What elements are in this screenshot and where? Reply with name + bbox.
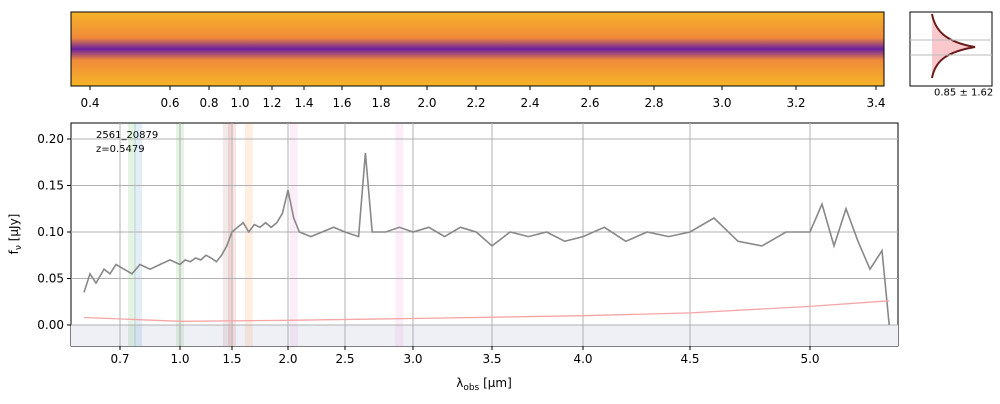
y-tick-label: 0.10 xyxy=(37,225,64,239)
x-tick-label: 2.5 xyxy=(335,352,354,366)
x-tick-label: 1.0 xyxy=(170,352,189,366)
y-tick-label: 0.15 xyxy=(37,178,64,192)
label-part: [μJy] xyxy=(7,214,21,245)
spectrum-line xyxy=(83,300,890,322)
label-part: f xyxy=(7,249,21,254)
x-tick-label: 2.0 xyxy=(278,352,297,366)
x-tick-label: 4.0 xyxy=(573,352,592,366)
top-tick-label: 1.4 xyxy=(294,96,313,110)
line-marker-band xyxy=(134,123,142,346)
y-axis-label: fν [μJy] xyxy=(7,214,24,255)
y-tick-label: 0.00 xyxy=(37,318,64,332)
spectrum-line xyxy=(83,152,890,326)
x-tick-label: 4.5 xyxy=(680,352,699,366)
label-part: ν xyxy=(14,245,24,250)
y-tick-label: 0.20 xyxy=(37,132,64,146)
top-tick-label: 2.6 xyxy=(580,96,599,110)
top-tick-label: 2.2 xyxy=(466,96,485,110)
top-tick-label: 0.8 xyxy=(199,96,218,110)
x-tick-label: 5.0 xyxy=(800,352,819,366)
plot-area xyxy=(70,122,899,347)
top-tick-label: 1.8 xyxy=(371,96,390,110)
x-tick-label: 0.7 xyxy=(110,352,129,366)
label-part: λ xyxy=(456,376,463,390)
top-tick-label: 3.4 xyxy=(866,96,885,110)
line-marker-band xyxy=(289,123,298,346)
line-marker-band xyxy=(244,123,253,346)
x-tick-label: 3.5 xyxy=(482,352,501,366)
top-tick-label: 1.2 xyxy=(262,96,281,110)
x-tick-label: 3.0 xyxy=(403,352,422,366)
side-histogram xyxy=(931,13,976,79)
zero-shade xyxy=(71,325,898,346)
y-tick-label: 0.05 xyxy=(37,271,64,285)
spectrum-2d xyxy=(70,11,885,87)
line-marker-band xyxy=(128,123,136,346)
top-tick-label: 0.4 xyxy=(80,96,99,110)
top-tick-label: 3.0 xyxy=(712,96,731,110)
top-tick-label: 2.4 xyxy=(520,96,539,110)
legend-text: 2561_20879 xyxy=(96,130,158,141)
top-tick-label: 1.0 xyxy=(230,96,249,110)
top-tick-label: 3.2 xyxy=(786,96,805,110)
label-part: obs xyxy=(463,383,479,393)
top-tick-label: 2.0 xyxy=(417,96,436,110)
x-axis-label: λobs [μm] xyxy=(456,376,512,393)
label-part: [μm] xyxy=(479,376,512,390)
side-label: 0.85 ± 1.62 xyxy=(934,87,993,98)
line-marker-band xyxy=(222,123,231,346)
top-tick-label: 0.6 xyxy=(160,96,179,110)
top-tick-label: 2.8 xyxy=(644,96,663,110)
top-tick-label: 1.6 xyxy=(332,96,351,110)
line-marker-band xyxy=(395,123,404,346)
x-tick-label: 1.5 xyxy=(222,352,241,366)
